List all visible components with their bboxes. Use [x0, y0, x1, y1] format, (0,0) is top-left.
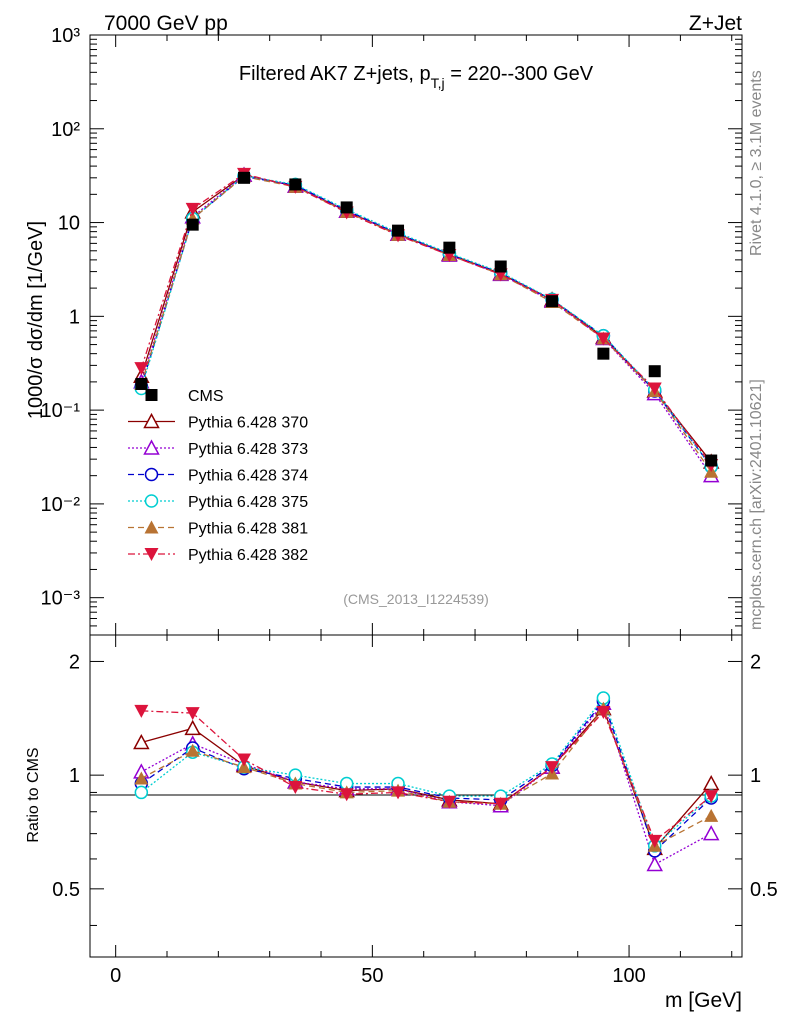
ratio-tick-label: 0.5 — [750, 879, 778, 901]
ratio-point — [596, 705, 611, 719]
series-point — [185, 202, 200, 216]
legend-marker — [144, 548, 159, 561]
legend-marker — [143, 412, 160, 429]
data-point — [289, 178, 302, 191]
main-plot-frame — [89, 34, 743, 636]
y-tick-label: 10² — [51, 119, 80, 141]
data-point — [340, 201, 353, 214]
y-tick-label: 10⁻³ — [41, 588, 81, 610]
x-tick-label: 100 — [612, 965, 645, 987]
legend-label: Pythia 6.428 382 — [188, 547, 308, 564]
legend-label: Pythia 6.428 370 — [188, 415, 308, 432]
ratio-tick-label: 1 — [69, 765, 80, 787]
series-point — [647, 382, 662, 396]
chart-title: Filtered AK7 Z+jets, pT,j = 220--300 GeV — [239, 63, 594, 91]
y-axis-label: 1000/σ dσ/dm [1/GeV] — [25, 221, 47, 419]
data-point — [648, 365, 661, 378]
series-group — [134, 169, 718, 858]
legend-marker — [145, 389, 158, 401]
ratio-point — [134, 771, 149, 785]
process-label: Z+Jet — [689, 12, 742, 35]
ratio-tick-label: 0.5 — [52, 879, 80, 901]
ratio-line — [141, 707, 712, 847]
data-point — [597, 347, 610, 360]
series-point — [596, 332, 611, 346]
ratio-point — [702, 825, 720, 841]
ratio-point — [184, 719, 201, 736]
ratio-point — [442, 795, 457, 809]
legend-label: CMS — [188, 388, 224, 405]
ratio-point — [647, 834, 662, 848]
ratio-line — [141, 710, 712, 842]
data-point — [443, 241, 456, 254]
x-tick-label: 50 — [361, 965, 383, 987]
data-point — [392, 224, 405, 237]
ratio-point — [237, 760, 252, 774]
ratio-tick-label: 2 — [750, 651, 761, 673]
y-tick-label: 10⁻¹ — [41, 400, 81, 422]
data-point — [705, 454, 718, 467]
ratio-tick-label: 2 — [69, 651, 80, 673]
y-tick-label: 10 — [58, 213, 80, 235]
legend-marker — [144, 494, 159, 508]
series-line — [140, 175, 712, 467]
ratio-point — [391, 786, 406, 800]
ratio-point — [704, 790, 719, 804]
legend-marker — [144, 467, 159, 482]
ratio-point — [704, 808, 719, 822]
ratio-tick-label: 1 — [750, 765, 761, 787]
data-point — [135, 377, 148, 390]
ratio-point — [646, 855, 663, 872]
legend-marker — [144, 520, 159, 534]
data-point — [546, 295, 559, 308]
y-tick-label: 1 — [69, 306, 80, 328]
ratio-point — [134, 704, 149, 718]
legend-label: Pythia 6.428 374 — [188, 468, 308, 485]
ratio-point — [134, 785, 149, 800]
series-line — [140, 173, 712, 466]
x-axis-label: m [GeV] — [665, 989, 742, 1012]
ratio-point — [545, 761, 560, 775]
ratio-point — [237, 753, 252, 767]
ratio-point — [702, 774, 720, 791]
ratio-line — [141, 707, 712, 850]
legend-label: Pythia 6.428 375 — [188, 494, 308, 511]
ratio-line — [140, 699, 712, 853]
series-group — [133, 166, 720, 872]
ratio-point — [493, 797, 508, 811]
y-tick-label: 10⁻² — [41, 494, 81, 516]
ratio-point — [288, 781, 303, 795]
series-point — [134, 362, 149, 376]
ratio-y-axis-label: Ratio to CMS — [25, 747, 42, 842]
ratio-plot-frame — [89, 634, 743, 958]
x-tick-label: 0 — [110, 965, 121, 987]
ratio-line — [141, 701, 712, 866]
analysis-label: (CMS_2013_I1224539) — [343, 591, 489, 607]
data-point — [494, 260, 507, 273]
ratio-point — [339, 788, 354, 802]
data-group — [135, 171, 718, 467]
series-group — [133, 166, 720, 856]
legend-label: Pythia 6.428 373 — [188, 441, 308, 458]
y-tick-label: 10³ — [51, 25, 80, 47]
rivet-label: Rivet 4.1.0, ≥ 3.1M events — [748, 70, 765, 256]
mcplots-label: mcplots.cern.ch [arXiv:2401.10621] — [748, 379, 765, 630]
ratio-point — [185, 707, 200, 721]
ratio-point — [133, 733, 150, 750]
ratio-point — [185, 743, 200, 757]
data-point — [186, 218, 199, 231]
legend-marker — [143, 439, 160, 455]
legend-label: Pythia 6.428 381 — [188, 521, 308, 538]
energy-label: 7000 GeV pp — [104, 12, 228, 35]
data-point — [238, 171, 251, 184]
